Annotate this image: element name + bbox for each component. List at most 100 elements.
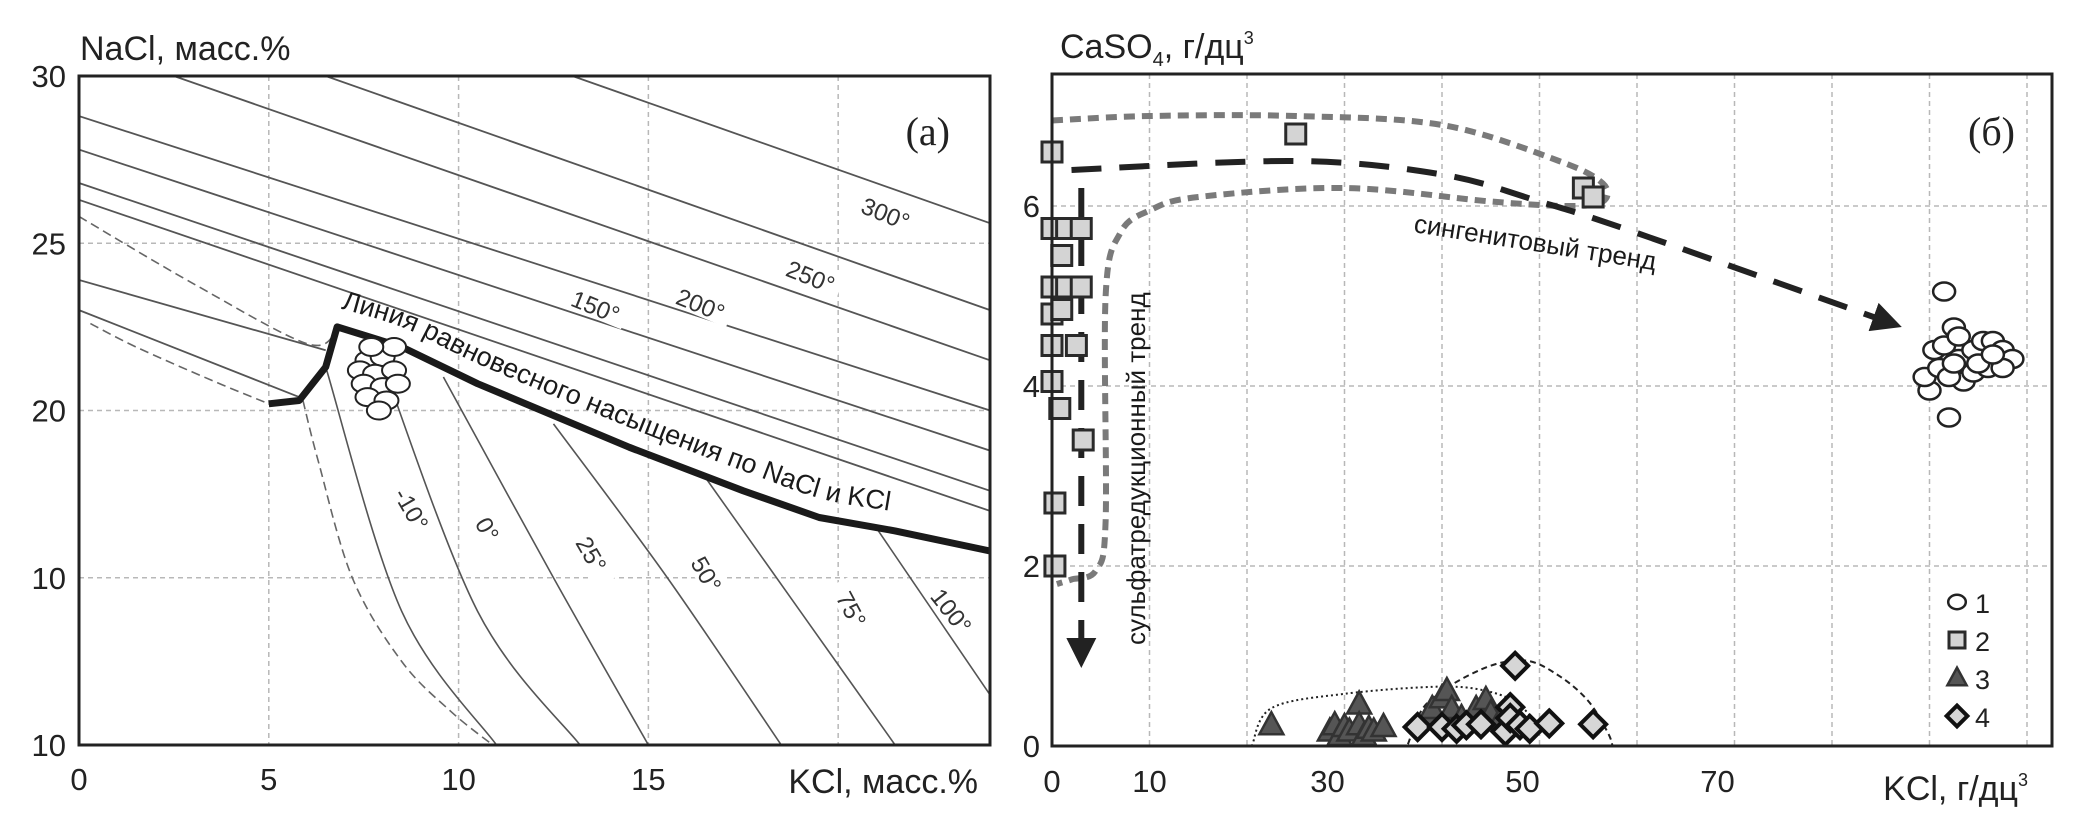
x-tick-label: 5 — [260, 762, 277, 797]
data-point-circle — [1931, 281, 1957, 302]
isotherm-label-bg — [563, 281, 631, 330]
ticks-a: 0 5 10 15 30 25 20 10 10 — [32, 59, 666, 797]
saturation-curve — [268, 323, 991, 555]
legend-item: 3 — [1945, 664, 1990, 695]
data-point-triangle — [1432, 675, 1461, 702]
y-tick-label: 25 — [32, 226, 66, 261]
y-tick-label: 10 — [32, 561, 66, 596]
frame-a — [77, 74, 992, 747]
legend-label: 3 — [1975, 665, 1990, 695]
isotherm-line — [173, 76, 990, 362]
syngenite-trend-label: сингенитовый тренд — [1412, 208, 1659, 276]
isotherm-label: 300° — [857, 193, 913, 237]
inclusion-point — [381, 336, 408, 357]
y-axis-title-b-rest: , г/дц — [1164, 28, 1244, 66]
data-point-triangle — [1369, 711, 1398, 738]
dashed-boundary — [79, 215, 338, 347]
x-axis-title-a: KCl, масс.% — [788, 763, 978, 801]
data-point-square — [1071, 428, 1095, 452]
frame-b — [1050, 72, 2054, 748]
isotherm-label: 200° — [672, 284, 728, 328]
data-point-square — [1581, 185, 1605, 209]
isotherm-label-bg — [386, 476, 440, 543]
isotherm-line — [79, 115, 990, 412]
series-3 — [1257, 675, 1515, 747]
y-tick-label: 6 — [1023, 189, 1040, 224]
isotherm-line — [378, 353, 581, 745]
y-tick-label: 0 — [1023, 729, 1040, 764]
data-points — [1040, 122, 2025, 748]
isotherm-line — [324, 366, 498, 745]
x-tick-label: 30 — [1310, 764, 1344, 799]
data-point-square — [1284, 122, 1308, 146]
inclusion-point — [384, 373, 411, 394]
x-tick-label: 0 — [1043, 764, 1060, 799]
series-4 — [1401, 649, 1609, 748]
data-point-square — [1050, 244, 1074, 267]
data-point-circle — [1941, 353, 1967, 374]
y-tick-label: 4 — [1023, 369, 1040, 404]
legend-marker-triangle — [1945, 664, 1969, 687]
isotherm-label-bg — [923, 578, 983, 644]
data-point-square — [1064, 334, 1088, 357]
isotherm-label-bg — [668, 279, 736, 328]
isotherm-label: 250° — [782, 256, 838, 300]
legend-label: 4 — [1975, 703, 1990, 733]
grid-a — [79, 76, 990, 745]
panel-a: 150° 200°250°300°-10° 0°25° 50°75° 100° 0 5 10… — [32, 30, 992, 801]
x-tick-label: 10 — [441, 762, 475, 797]
isotherm-label-bg — [566, 521, 620, 588]
syngenite-trend-arrow — [1071, 157, 1902, 332]
x-axis-title-b-sup: 3 — [2018, 770, 2028, 790]
panel-label-a: (a) — [906, 109, 950, 154]
envelope-syngenite — [1051, 112, 1611, 587]
y-tick-label: 30 — [32, 59, 66, 94]
series-1 — [1912, 281, 2025, 428]
data-point-diamond — [1533, 707, 1566, 740]
data-point-diamond — [1465, 708, 1497, 741]
data-point-square — [1043, 491, 1067, 515]
data-point-square — [1048, 397, 1072, 420]
isotherm-line — [875, 527, 990, 696]
y-axis-title-b-main: CaSO — [1060, 28, 1153, 66]
isotherm-line — [79, 148, 990, 452]
x-axis-title-b-main: KCl, г/дц — [1883, 770, 2018, 808]
isotherm-label-bg — [853, 188, 921, 237]
x-axis-title-b: KCl, г/дц3 — [1883, 770, 2028, 808]
isotherm-line — [442, 376, 650, 745]
panel-label-b: (б) — [1968, 109, 2015, 154]
isotherm-line — [552, 423, 782, 745]
data-point-diamond — [1499, 649, 1531, 682]
saturation-line — [268, 323, 991, 555]
inclusion-circles — [346, 336, 411, 421]
y-axis-title-a: NaCl, масс.% — [80, 30, 290, 68]
isotherm-label-bg — [681, 541, 735, 608]
legend: 1 2 3 4 — [1943, 589, 1990, 733]
isotherm-label-bg — [778, 251, 846, 300]
legend-item: 1 — [1946, 589, 1990, 619]
isotherm-line — [325, 76, 990, 311]
data-point-circle — [1936, 407, 1962, 428]
legend-item: 4 — [1943, 702, 1990, 733]
y-tick-label: 10 — [32, 728, 66, 763]
inclusion-point — [365, 400, 392, 421]
isotherms — [79, 76, 990, 745]
dashed-boundary — [90, 322, 270, 405]
data-point-triangle — [1257, 709, 1286, 736]
data-point-square — [1043, 554, 1067, 578]
isotherm-label-bg — [463, 496, 516, 563]
isotherm-line — [704, 476, 896, 745]
isotherm-label: 150° — [567, 286, 623, 330]
dashed-boundaries — [79, 215, 494, 745]
x-tick-label: 70 — [1700, 764, 1734, 799]
data-point-square — [1069, 275, 1093, 299]
legend-marker-square — [1947, 630, 1967, 650]
x-tick-label: 15 — [631, 762, 665, 797]
isotherm-line — [79, 279, 326, 352]
data-point-square — [1069, 217, 1093, 240]
data-point-circle — [1946, 326, 1971, 347]
ticks-b: 0 10 30 50 70 0 2 4 6 — [1023, 189, 1735, 799]
